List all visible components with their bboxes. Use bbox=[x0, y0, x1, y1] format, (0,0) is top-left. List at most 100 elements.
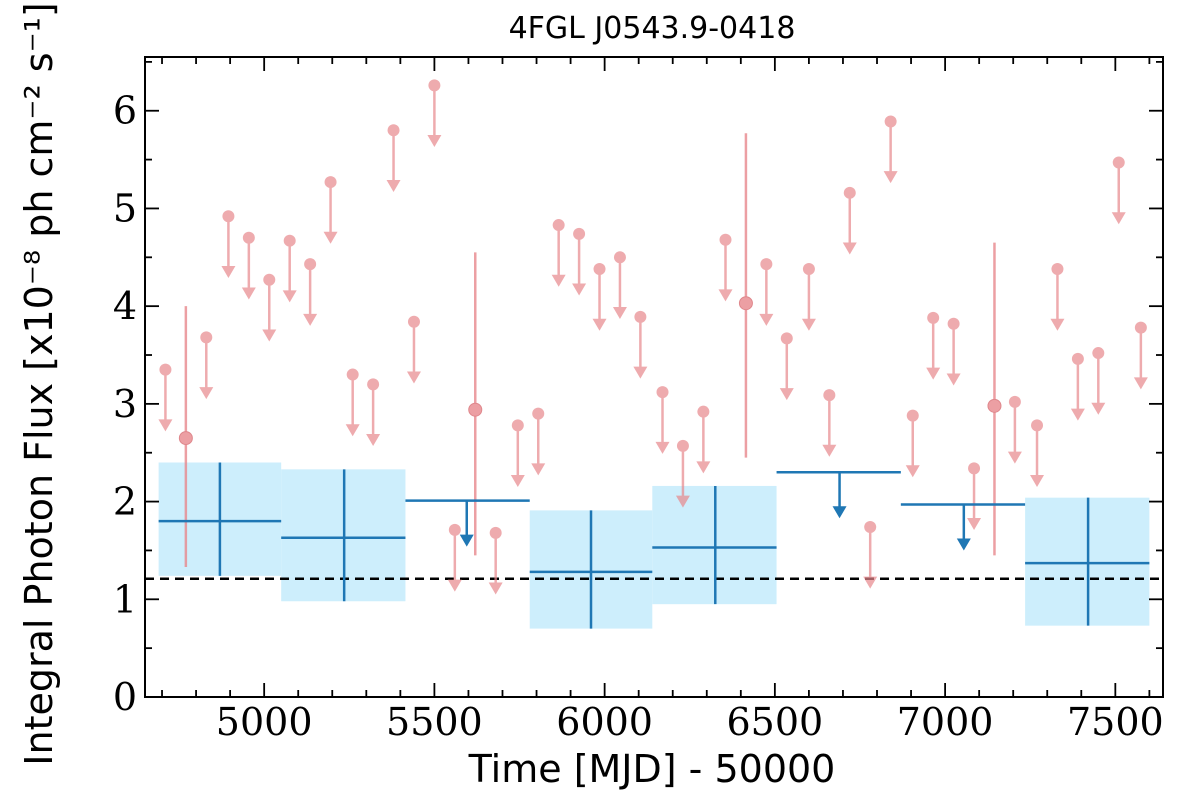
upper-limit-arrowhead bbox=[718, 289, 733, 302]
short-bin-upper-limit bbox=[718, 233, 733, 302]
upper-limit-arrowhead bbox=[427, 135, 442, 148]
x-tick-label: 5500 bbox=[386, 700, 483, 744]
upper-limit-marker bbox=[324, 176, 337, 189]
x-tick-label: 7500 bbox=[1067, 700, 1164, 744]
detection-marker bbox=[178, 431, 193, 446]
short-bin-upper-limit bbox=[926, 311, 941, 380]
upper-limit-marker bbox=[676, 439, 689, 452]
upper-limit-arrowhead bbox=[655, 441, 670, 454]
y-tick-label: 3 bbox=[113, 382, 137, 426]
upper-limit-marker bbox=[159, 363, 172, 376]
short-bin-upper-limit bbox=[303, 258, 318, 326]
short-bin-upper-limit bbox=[1133, 321, 1148, 390]
upper-limit-arrowhead bbox=[406, 371, 421, 384]
upper-limit-marker bbox=[448, 523, 461, 536]
short-bin-points bbox=[158, 79, 1148, 595]
short-bin-detection bbox=[987, 242, 1002, 556]
upper-limit-arrowhead bbox=[1030, 475, 1045, 488]
short-bin-upper-limit bbox=[612, 251, 627, 319]
x-tick-label: 6500 bbox=[727, 700, 824, 744]
short-bin-upper-limit bbox=[905, 409, 920, 478]
upper-limit-arrowhead bbox=[842, 242, 857, 255]
upper-limit-marker bbox=[1008, 395, 1021, 408]
upper-limit-marker bbox=[947, 317, 960, 330]
short-bin-upper-limit bbox=[633, 310, 648, 379]
short-bin-upper-limit bbox=[488, 526, 503, 595]
chart-title: 4FGL J0543.9-0418 bbox=[509, 11, 796, 46]
y-tick-label: 0 bbox=[113, 675, 137, 719]
axis-tick-labels: 5000 5500 6000 6500 7000 7500 0 1 2 3 4 5 6 bbox=[113, 89, 1164, 744]
upper-limit-marker bbox=[656, 386, 669, 399]
y-tick-label: 1 bbox=[113, 577, 137, 621]
upper-limit-arrowhead bbox=[905, 465, 920, 478]
long-bin-upper-limit bbox=[776, 471, 901, 519]
short-bin-upper-limit bbox=[1030, 419, 1045, 488]
upper-limit-marker bbox=[428, 79, 441, 92]
upper-limit-marker bbox=[634, 310, 647, 323]
upper-limit-arrowhead bbox=[956, 538, 971, 551]
long-bin-detection bbox=[529, 510, 653, 629]
short-bin-detection bbox=[178, 306, 193, 568]
upper-limit-marker bbox=[780, 332, 793, 345]
upper-limit-arrowhead bbox=[459, 534, 474, 547]
upper-limit-marker bbox=[242, 231, 255, 244]
y-tick-label: 4 bbox=[113, 284, 137, 328]
upper-limit-arrowhead bbox=[883, 171, 898, 184]
short-bin-upper-limit bbox=[572, 227, 587, 296]
short-bin-upper-limit bbox=[262, 273, 277, 342]
short-bin-detection bbox=[468, 252, 483, 556]
upper-limit-arrowhead bbox=[386, 179, 401, 192]
upper-limit-arrowhead bbox=[1050, 318, 1065, 331]
short-bin-upper-limit bbox=[696, 405, 711, 474]
short-bin-upper-limit bbox=[221, 210, 236, 278]
upper-limit-arrowhead bbox=[967, 518, 982, 531]
short-bin-upper-limit bbox=[510, 419, 525, 488]
upper-limit-marker bbox=[613, 251, 626, 264]
upper-limit-marker bbox=[367, 378, 380, 391]
y-tick-label: 2 bbox=[113, 480, 137, 524]
y-tick-label: 6 bbox=[113, 89, 137, 133]
short-bin-upper-limit bbox=[427, 79, 442, 148]
upper-limit-marker bbox=[697, 405, 710, 418]
upper-limit-marker bbox=[346, 368, 359, 381]
upper-limit-arrowhead bbox=[1111, 212, 1126, 225]
long-bin-points bbox=[158, 462, 1150, 629]
upper-limit-marker bbox=[802, 263, 815, 276]
upper-limit-marker bbox=[593, 263, 606, 276]
upper-limit-marker bbox=[407, 315, 420, 328]
upper-limit-marker bbox=[532, 407, 545, 420]
upper-limit-arrowhead bbox=[221, 265, 236, 278]
short-bin-upper-limit bbox=[282, 234, 297, 303]
short-bin-upper-limit bbox=[386, 124, 401, 192]
upper-limit-marker bbox=[760, 258, 773, 271]
upper-limit-marker bbox=[263, 273, 276, 286]
upper-limit-marker bbox=[1134, 321, 1147, 334]
upper-limit-arrowhead bbox=[488, 582, 503, 595]
upper-limit-arrowhead bbox=[1007, 451, 1022, 464]
short-bin-upper-limit bbox=[447, 523, 462, 592]
upper-limit-marker bbox=[222, 210, 235, 223]
upper-limit-marker bbox=[573, 227, 586, 240]
short-bin-upper-limit bbox=[946, 317, 961, 386]
short-bin-upper-limit bbox=[158, 363, 173, 432]
upper-limit-marker bbox=[511, 419, 524, 432]
long-bin-upper-limit bbox=[405, 499, 530, 547]
upper-limit-arrowhead bbox=[366, 434, 381, 447]
upper-limit-marker bbox=[283, 234, 296, 247]
short-bin-upper-limit bbox=[531, 407, 546, 476]
upper-limit-arrowhead bbox=[696, 461, 711, 474]
long-bin-detection bbox=[652, 485, 777, 605]
upper-limit-marker bbox=[968, 462, 981, 475]
upper-limit-arrowhead bbox=[447, 579, 462, 592]
short-bin-upper-limit bbox=[406, 315, 421, 384]
upper-limit-marker bbox=[552, 219, 565, 232]
upper-limit-arrowhead bbox=[592, 318, 607, 331]
upper-limit-arrowhead bbox=[612, 307, 627, 319]
upper-limit-arrowhead bbox=[572, 283, 587, 296]
long-bin-detection bbox=[1025, 497, 1150, 626]
upper-limit-arrowhead bbox=[1133, 377, 1148, 390]
upper-limit-arrowhead bbox=[282, 290, 297, 303]
short-bin-upper-limit bbox=[883, 115, 898, 184]
upper-limit-arrowhead bbox=[946, 373, 961, 386]
short-bin-upper-limit bbox=[241, 231, 256, 300]
